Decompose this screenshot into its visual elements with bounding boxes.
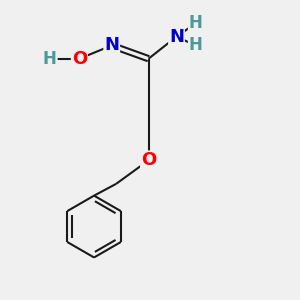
Text: H: H	[43, 50, 57, 68]
Text: O: O	[72, 50, 87, 68]
Text: O: O	[141, 151, 156, 169]
Text: H: H	[189, 14, 202, 32]
Text: H: H	[189, 37, 202, 55]
Text: N: N	[104, 37, 119, 55]
Text: N: N	[169, 28, 184, 46]
